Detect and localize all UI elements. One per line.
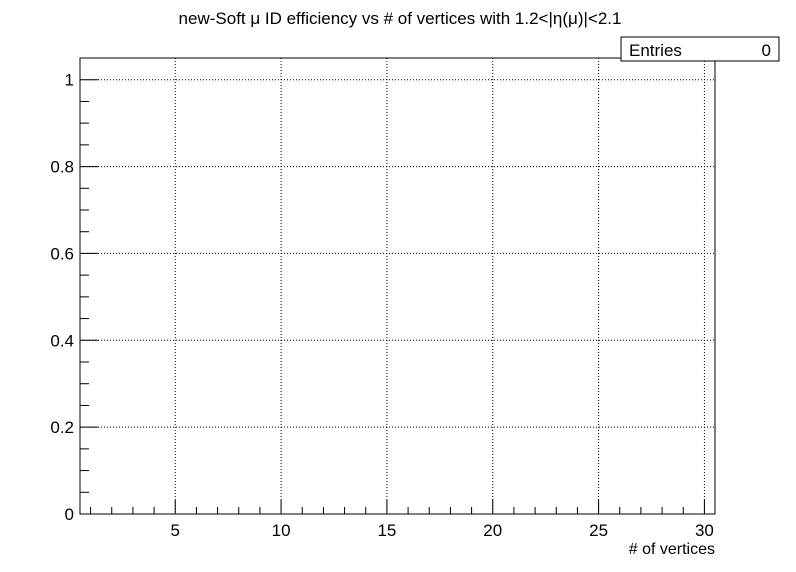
y-tick-label: 0: [65, 505, 74, 524]
x-tick-label: 15: [377, 521, 396, 540]
x-tick-label: 5: [171, 521, 180, 540]
grid: [80, 58, 715, 514]
stats-box: Entries 0: [620, 36, 780, 62]
stats-box-frame: [620, 36, 780, 62]
x-tick-label: 20: [483, 521, 502, 540]
y-tick-label: 0.2: [50, 418, 74, 437]
x-axis-label: # of vertices: [629, 541, 715, 558]
y-tick-label: 0.6: [50, 244, 74, 263]
x-tick-label: 30: [695, 521, 714, 540]
stats-entries-value: 0: [762, 41, 771, 60]
x-axis-tick-labels: 5 10 15 20 25 30: [171, 521, 714, 540]
x-axis-ticks: [90, 500, 705, 514]
chart-title: new-Soft μ ID efficiency vs # of vertice…: [179, 9, 622, 28]
plot-frame: [79, 57, 716, 515]
y-tick-label: 0.8: [50, 158, 74, 177]
x-tick-label: 10: [272, 521, 291, 540]
stats-entries-label: Entries: [629, 41, 682, 60]
y-axis-tick-labels: 0 0.2 0.4 0.6 0.8 1: [50, 71, 74, 524]
y-tick-label: 1: [65, 71, 74, 90]
y-tick-label: 0.4: [50, 331, 74, 350]
y-axis-ticks: [80, 57, 98, 515]
x-tick-label: 25: [589, 521, 608, 540]
